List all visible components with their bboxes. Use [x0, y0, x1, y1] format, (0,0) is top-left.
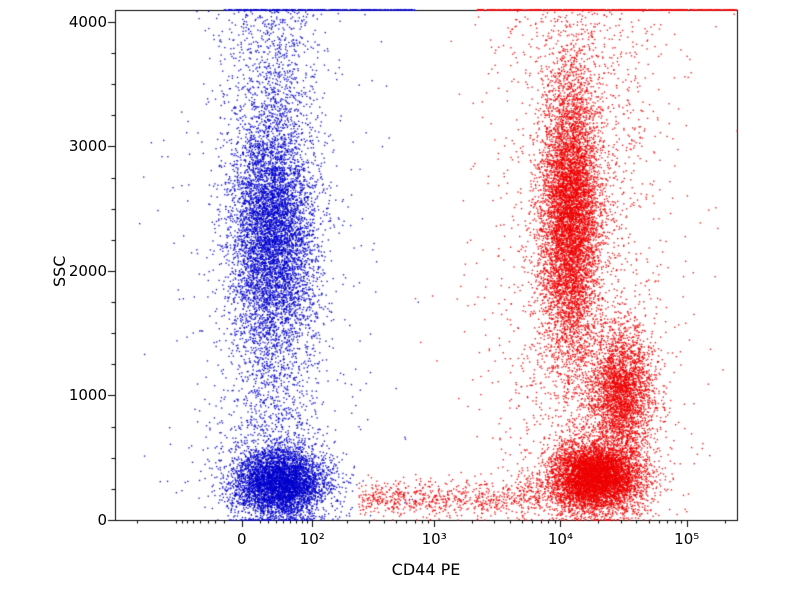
y-tick-label: 1000 — [68, 386, 107, 405]
y-axis-title: SSC — [50, 255, 69, 287]
x-tick-label: 10⁵ — [674, 530, 700, 548]
x-tick-label: 10² — [299, 530, 325, 548]
y-tick-label: 4000 — [68, 12, 107, 31]
x-tick-label: 10³ — [421, 530, 447, 548]
y-tick-label: 3000 — [68, 137, 107, 156]
y-tick-label: 0 — [97, 511, 107, 529]
x-axis-title: CD44 PE — [391, 560, 461, 579]
x-tick-label: 10⁴ — [547, 530, 573, 548]
y-tick-label: 2000 — [68, 261, 107, 280]
x-tick-label: 0 — [237, 530, 247, 548]
